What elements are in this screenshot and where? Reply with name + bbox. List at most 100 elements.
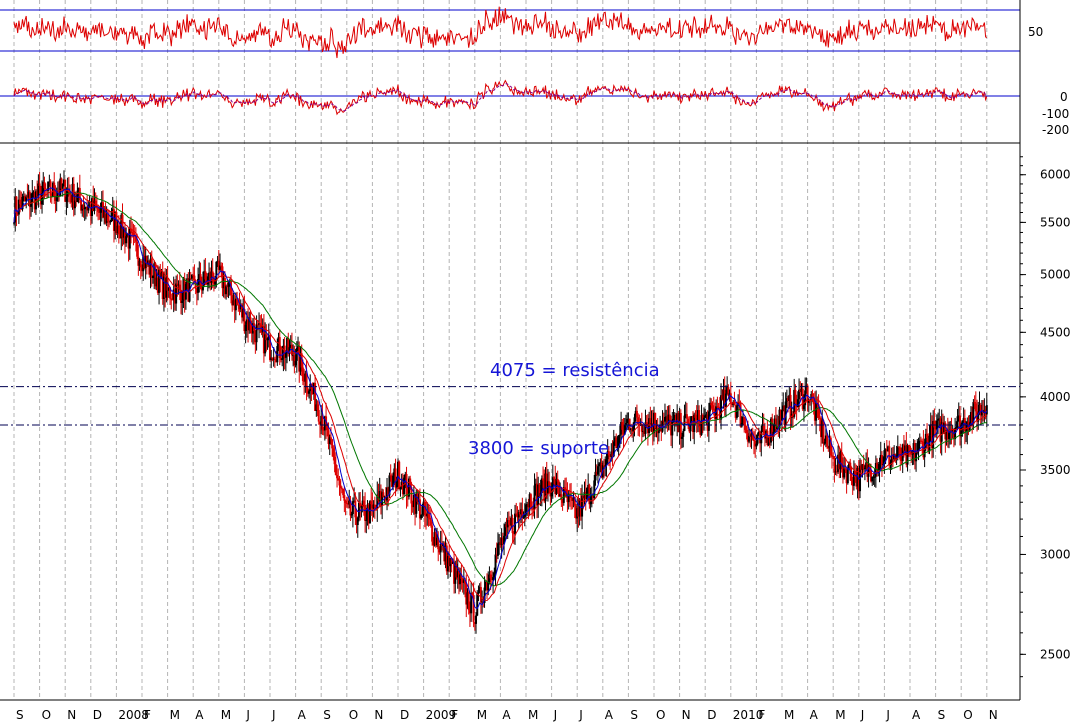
candle-body: [209, 272, 212, 283]
candle-body: [232, 300, 235, 306]
candle: [684, 401, 687, 419]
candle-body: [595, 471, 598, 475]
candle-body: [142, 255, 145, 272]
candle: [839, 450, 842, 478]
candle-body: [167, 287, 170, 291]
candle: [699, 421, 702, 438]
candle: [713, 402, 716, 433]
candle-body: [97, 207, 100, 212]
oscillator-top-panel: 50: [0, 6, 1043, 59]
candle: [303, 368, 306, 395]
candle: [48, 174, 51, 187]
candle: [511, 514, 514, 543]
candle-body: [887, 446, 890, 452]
candle-body: [222, 278, 225, 289]
candle: [640, 412, 643, 443]
candle-body: [649, 418, 652, 425]
candle-body: [822, 420, 825, 444]
candle: [226, 279, 229, 298]
candle-body: [203, 271, 206, 286]
candle: [827, 445, 830, 452]
candle-body: [242, 308, 245, 318]
candle: [284, 350, 287, 372]
candle: [696, 400, 699, 433]
candle: [365, 507, 368, 534]
candle-body: [114, 212, 117, 231]
candle-body: [574, 505, 577, 519]
candle-body: [445, 545, 448, 572]
candle: [648, 411, 651, 437]
candle-body: [868, 464, 871, 470]
candle: [606, 439, 609, 465]
candle-body: [317, 410, 320, 422]
candle: [449, 557, 452, 577]
candle-body: [962, 418, 965, 421]
candle-body: [367, 504, 370, 524]
candle-body: [861, 464, 864, 470]
candle-body: [136, 241, 139, 257]
candle-body: [615, 437, 618, 449]
candle-body: [478, 587, 481, 593]
candle-body: [137, 256, 140, 266]
candle: [173, 279, 176, 311]
candle: [800, 383, 803, 397]
candle-body: [288, 347, 291, 354]
candle: [743, 416, 746, 433]
candle: [852, 460, 855, 491]
candle: [761, 412, 764, 433]
candle-body: [134, 236, 137, 242]
candle: [689, 416, 692, 442]
candle-body: [733, 401, 736, 405]
candle: [485, 573, 488, 599]
candle-body: [666, 416, 669, 425]
candle: [979, 402, 982, 425]
candle-body: [535, 483, 538, 506]
resistance-annotation: 4075 = resistência: [490, 360, 660, 381]
candle: [364, 492, 367, 533]
price-y-axis: 6000 5500 5000 4500 4000 3500 3000 2500: [1020, 156, 1071, 678]
candle: [637, 413, 640, 436]
candle-body: [498, 542, 501, 544]
candle: [281, 346, 284, 367]
candle: [288, 339, 291, 362]
candle-body: [453, 562, 456, 584]
candle: [705, 411, 708, 426]
candle: [735, 403, 738, 420]
candle-body: [739, 403, 742, 427]
candle: [561, 498, 564, 511]
candle-body: [584, 491, 587, 500]
candle: [855, 464, 858, 490]
candle-body: [78, 188, 81, 201]
candle-body: [623, 424, 626, 435]
candle: [342, 488, 345, 498]
x-tick-label: M: [835, 708, 845, 722]
candle: [854, 463, 857, 483]
candle: [434, 528, 437, 548]
candle-body: [381, 492, 384, 506]
candle-body: [278, 337, 281, 359]
candle-body: [444, 545, 447, 562]
candle-body: [406, 495, 409, 497]
candle-body: [334, 464, 337, 476]
candle: [298, 341, 301, 383]
candle-body: [160, 272, 163, 279]
candle-body: [81, 204, 84, 211]
candle-body: [490, 578, 493, 580]
candle: [937, 412, 940, 435]
candle-body: [395, 480, 398, 488]
candle-body: [849, 462, 852, 474]
candle: [666, 406, 669, 432]
candle-body: [972, 402, 975, 425]
candle: [467, 579, 470, 615]
candle: [627, 412, 630, 430]
candle-body: [111, 209, 114, 211]
candle-body: [100, 202, 103, 209]
candle-body: [628, 418, 631, 431]
candle-body: [585, 487, 588, 500]
candle-body: [356, 517, 359, 525]
candle-body: [275, 359, 278, 363]
candle-body: [729, 393, 732, 404]
candle-body: [355, 517, 358, 525]
candle-body: [905, 445, 908, 465]
